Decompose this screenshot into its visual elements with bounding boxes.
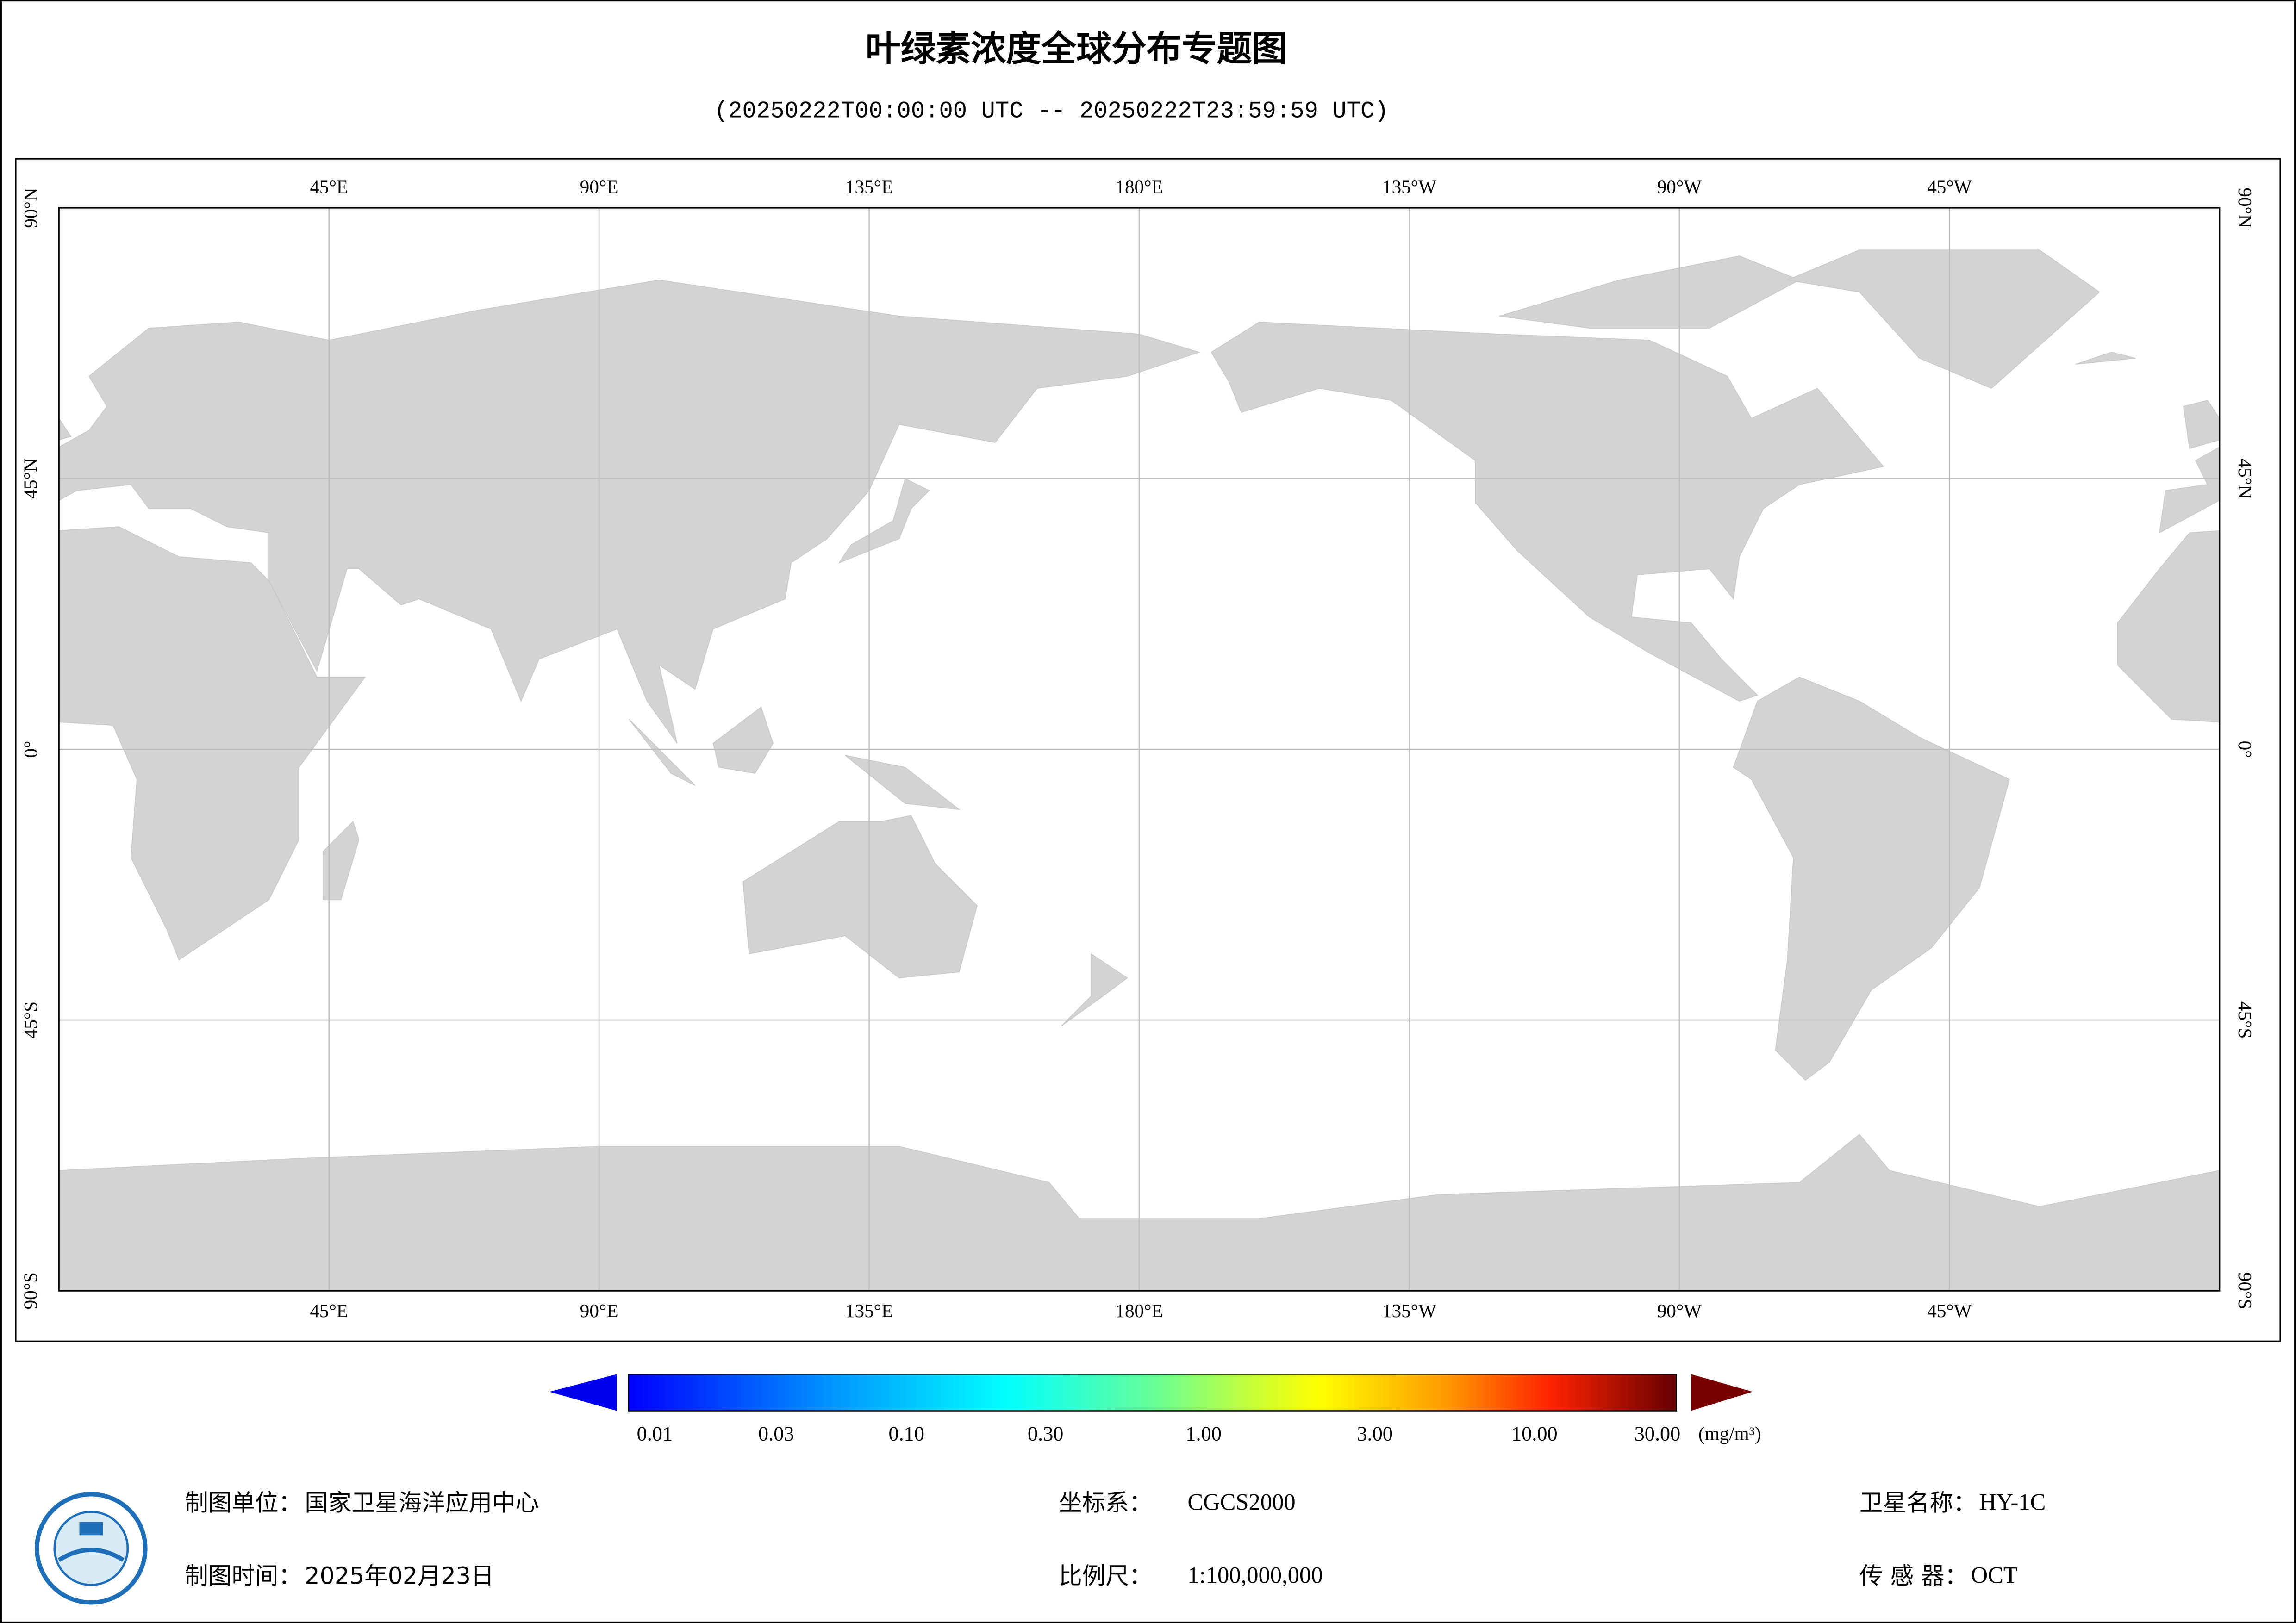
land [2075, 352, 2136, 365]
footer-label: 卫星名称： [1859, 1489, 1977, 1516]
longitude-label: 45°E [310, 1300, 348, 1321]
latitude-label: 45°S [2234, 1001, 2256, 1038]
colorbar-high-arrow [1691, 1374, 1753, 1411]
longitude-label: 90°E [580, 176, 618, 197]
map-subtitle: (20250222T00:00:00 UTC -- 20250222T23:59… [714, 99, 1389, 125]
longitude-label: 90°W [1657, 1300, 1702, 1321]
latitude-label: 0° [2234, 741, 2256, 758]
logo-wave [57, 1548, 125, 1562]
longitude-label: 180°E [1115, 1300, 1163, 1321]
longitude-label: 135°W [1382, 176, 1436, 197]
longitude-label: 90°W [1657, 176, 1702, 197]
map-area [59, 208, 2220, 1291]
colorbar-label: 30.00 [1635, 1422, 1681, 1445]
land [59, 417, 72, 441]
footer-value: OCT [1971, 1562, 2018, 1588]
land [1210, 322, 1884, 702]
footer-value: 国家卫星海洋应用中心 [305, 1489, 539, 1516]
land [2117, 530, 2220, 723]
map-title: 叶绿素浓度全球分布专题图 [866, 29, 1287, 69]
longitude-label: 45°W [1927, 1300, 1972, 1321]
map-border [58, 207, 2221, 1292]
land [1786, 249, 2100, 389]
latitude-label: 90°N [2234, 187, 2256, 228]
colorbar-label: 3.00 [1357, 1422, 1392, 1445]
colorbar-low-arrow [549, 1374, 617, 1411]
land [1061, 953, 1128, 1026]
colorbar-ramp [628, 1374, 1677, 1412]
footer-label: 传 感 器： [1859, 1562, 1968, 1589]
longitude-label: 90°E [580, 1300, 618, 1321]
logo-satellite [79, 1522, 103, 1536]
latitude-label: 45°S [20, 1001, 41, 1038]
footer-value: HY-1C [1979, 1489, 2046, 1515]
colorbar-label: 0.10 [888, 1422, 924, 1445]
logo [35, 1492, 148, 1605]
latitude-label: 90°N [20, 187, 41, 228]
land [629, 719, 696, 786]
footer-label: 坐标系： [1059, 1489, 1152, 1516]
colorbar-label: 10.00 [1511, 1422, 1558, 1445]
longitude-label: 45°E [310, 176, 348, 197]
land [322, 821, 360, 900]
colorbar-label: 0.30 [1028, 1422, 1063, 1445]
latitude-label: 45°N [2234, 458, 2256, 498]
footer-label: 制图单位： [185, 1489, 302, 1516]
longitude-label: 135°E [845, 1300, 893, 1321]
longitude-label: 135°E [845, 176, 893, 197]
land [59, 526, 366, 961]
colorbar-label: 0.01 [637, 1422, 673, 1445]
colorbar-label: 1.00 [1185, 1422, 1221, 1445]
footer-value: CGCS2000 [1187, 1489, 1295, 1515]
latitude-label: 45°N [20, 458, 41, 498]
longitude-label: 45°W [1927, 176, 1972, 197]
land [59, 280, 1201, 744]
map-frame [15, 158, 2281, 1342]
latitude-label: 90°S [2234, 1272, 2256, 1309]
footer-value: 2025年02月23日 [305, 1562, 494, 1589]
land [845, 755, 961, 810]
land [742, 815, 978, 978]
footer-value: 1:100,000,000 [1187, 1562, 1323, 1588]
land [1733, 677, 2010, 1081]
land [2183, 400, 2220, 449]
colorbar-label: 0.03 [758, 1422, 794, 1445]
longitude-label: 180°E [1115, 176, 1163, 197]
latitude-label: 90°S [20, 1272, 41, 1309]
footer-label: 比例尺： [1059, 1562, 1152, 1589]
land [2159, 447, 2220, 534]
land [838, 478, 930, 564]
longitude-label: 135°W [1382, 1300, 1436, 1321]
colorbar-unit: (mg/m³) [1698, 1423, 1761, 1445]
latitude-label: 0° [20, 741, 41, 758]
footer-label: 制图时间： [185, 1562, 302, 1589]
land [712, 706, 774, 774]
colorbar [549, 1374, 1753, 1412]
